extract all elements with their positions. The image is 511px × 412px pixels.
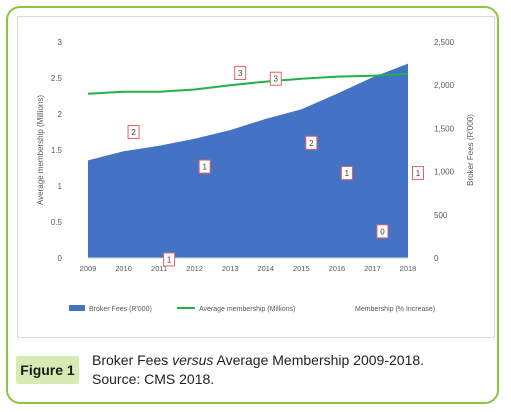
x-tick-label: 2009	[80, 264, 97, 273]
y-right-tick-label: 1,500	[434, 124, 455, 133]
y-left-tick-label: 0.5	[51, 218, 63, 227]
membership-increase-box	[340, 166, 353, 181]
y-left-tick-label: 3	[58, 38, 63, 47]
x-tick-label: 2016	[329, 264, 346, 273]
membership-increase-box	[163, 252, 176, 267]
membership-increase-box	[127, 125, 140, 139]
legend-label-average-membership: Average membership (Millions)	[199, 306, 295, 313]
membership-increase-label: 3	[238, 69, 243, 78]
x-tick-label: 2012	[186, 264, 203, 273]
caption-italic: versus	[172, 352, 214, 368]
membership-increase-label: 0	[380, 227, 385, 236]
legend-swatch-broker-fees	[69, 305, 85, 311]
x-tick-label: 2014	[257, 264, 274, 273]
membership-increase-box	[269, 71, 282, 86]
membership-increase-label: 1	[345, 169, 350, 178]
y-right-axis-title: Broker Fees (R'000)	[466, 114, 475, 186]
y-right-tick-label: 0	[434, 254, 439, 263]
x-tick-label: 2017	[364, 264, 381, 273]
x-tick-label: 2010	[115, 264, 132, 273]
legend-label-membership-increase: Membership (% Increase)	[355, 306, 435, 313]
x-tick-label: 2018	[400, 264, 417, 273]
broker-fees-area	[88, 63, 408, 258]
average-membership-line	[87, 72, 409, 95]
membership-increase-label: 1	[202, 163, 207, 172]
membership-increase-box	[198, 159, 211, 174]
membership-increase-label: 2	[131, 128, 136, 137]
membership-increase-box	[234, 65, 247, 80]
y-left-axis-title: Average membership (Millions)	[36, 95, 45, 205]
membership-increase-label: 2	[309, 139, 314, 148]
y-left-tick-label: 2.5	[51, 74, 63, 83]
figure-caption: Broker Fees versus Average Membership 20…	[92, 351, 492, 389]
caption-part-a: Broker Fees	[92, 352, 173, 368]
x-tick-label: 2011	[151, 264, 167, 273]
membership-increase-label: 1	[416, 169, 421, 178]
y-left-tick-label: 0	[58, 254, 63, 263]
caption-source: Source: CMS 2018.	[92, 371, 215, 387]
y-left-tick-label: 2	[58, 110, 63, 119]
figure-label: Figure 1	[16, 356, 79, 384]
membership-increase-box	[376, 224, 389, 239]
caption-part-b: Average Membership 2009-2018.	[213, 352, 425, 368]
x-tick-label: 2013	[222, 264, 239, 273]
y-right-tick-label: 2,500	[434, 38, 455, 47]
x-tick-label: 2015	[293, 264, 310, 273]
y-right-tick-label: 2,000	[434, 81, 455, 90]
combo-chart: 0 0.5 1 1.5 2 2.5 3 0 500 1,000 1,500 2,000 2,500 Ave…	[36, 38, 475, 313]
plot-area: 0 0.5 1 1.5 2 2.5 3 0 500 1,000 1,500 2,000 2,500 Ave…	[36, 38, 475, 313]
legend-label-broker-fees: Broker Fees (R'000)	[89, 306, 152, 313]
y-left-tick-label: 1	[58, 182, 63, 191]
y-left-tick-label: 1.5	[51, 146, 63, 155]
membership-increase-box	[305, 135, 318, 150]
y-right-tick-label: 500	[434, 211, 448, 220]
membership-increase-label: 3	[274, 75, 279, 84]
membership-increase-label: 1	[167, 255, 172, 264]
membership-increase-box	[412, 166, 424, 181]
y-right-tick-label: 1,000	[434, 168, 455, 177]
